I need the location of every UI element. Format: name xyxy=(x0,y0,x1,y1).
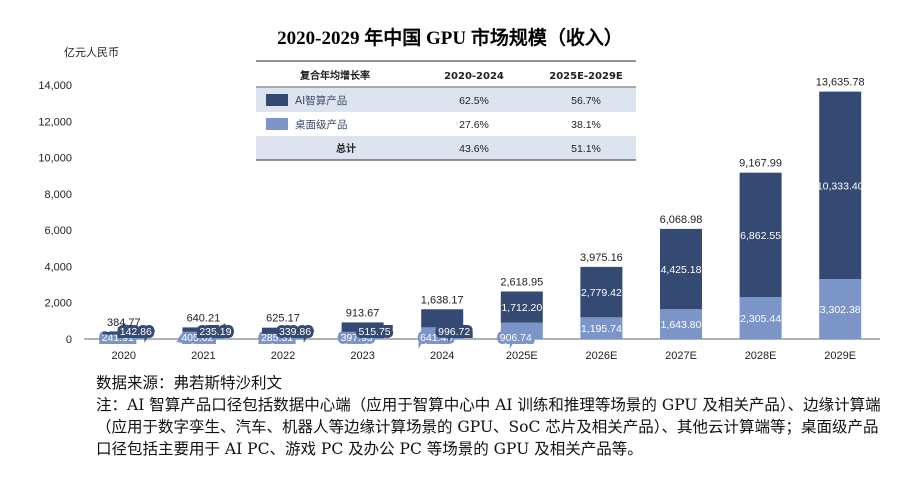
table-row-desktop-col2: 38.1% xyxy=(571,119,601,131)
table-row-ai-label: AI智算产品 xyxy=(295,94,347,107)
bar-desktop-label: 3,302.38 xyxy=(820,304,861,316)
table-row-ai-swatch xyxy=(266,94,288,106)
bar-ai xyxy=(739,172,782,298)
bar-ai-label: 10,333.40 xyxy=(817,180,864,192)
bar-total-label: 913.67 xyxy=(346,307,380,319)
x-tick-label: 2028E xyxy=(745,350,777,362)
bar-desktop-label: 1,643.80 xyxy=(661,319,702,331)
bar-ai-label: 2,779.42 xyxy=(581,287,622,299)
bar-desktop-label: 906.74 xyxy=(500,332,532,344)
table-header-col2: 2025E-2029E xyxy=(549,71,623,82)
x-tick-label: 2022 xyxy=(271,350,295,362)
y-tick-label: 14,000 xyxy=(38,80,72,92)
bar-ai-label: 4,425.18 xyxy=(661,264,702,276)
y-tick-label: 10,000 xyxy=(38,153,72,165)
bar-total-label: 2,618.95 xyxy=(500,276,543,288)
footnote-text: 注：AI 智算产品口径包括数据中心端（应用于智算中心中 AI 训练和推理等场景的… xyxy=(96,396,881,458)
bars-group: 241.91142.86384.772020405.02235.19640.21… xyxy=(99,77,865,362)
x-tick-label: 2027E xyxy=(665,350,697,362)
bar-ai-label: 235.19 xyxy=(199,326,231,338)
bar-total-label: 625.17 xyxy=(266,313,300,325)
y-tick-label: 4,000 xyxy=(44,261,72,273)
bar-ai-label: 515.75 xyxy=(359,326,391,338)
bar-desktop-label: 2,305.44 xyxy=(740,313,781,325)
bar-desktop xyxy=(580,317,623,339)
bar-ai xyxy=(102,332,145,335)
bar-ai-label: 996.72 xyxy=(438,326,470,338)
bar-ai-label: 6,862.55 xyxy=(740,230,781,242)
table-row-ai-col2: 56.7% xyxy=(571,95,601,107)
bar-ai xyxy=(421,309,464,328)
table-row-total-bg xyxy=(256,136,636,160)
x-tick-label: 2029E xyxy=(824,350,856,362)
bar-ai xyxy=(500,291,543,323)
table-row-desktop-col1: 27.6% xyxy=(459,119,489,131)
y-tick-label: 8,000 xyxy=(44,189,72,201)
bar-ai-label: 339.86 xyxy=(279,326,311,338)
bar-desktop-label: 405.02 xyxy=(181,332,213,344)
data-source: 数据来源：弗若斯特沙利文 xyxy=(96,374,283,392)
x-tick-label: 2023 xyxy=(350,350,374,362)
table-row-total-label: 总计 xyxy=(336,142,356,155)
bar-ai xyxy=(580,266,623,318)
gpu-market-chart: 2020-2029 年中国 GPU 市场规模（收入） 亿元人民币 0 2,000 4… xyxy=(38,26,880,362)
bar-ai xyxy=(182,327,225,332)
x-tick-label: 2025E xyxy=(506,350,538,362)
chart-title: 2020-2029 年中国 GPU 市场规模（收入） xyxy=(277,26,623,49)
bar-total-label: 9,167.99 xyxy=(739,158,782,170)
x-tick-label: 2020 xyxy=(112,350,136,362)
table-row-total-col1: 43.6% xyxy=(459,143,489,155)
bar-desktop xyxy=(660,309,702,339)
bar-desktop xyxy=(421,327,464,339)
y-tick-label: 6,000 xyxy=(44,225,72,237)
table-row-desktop-swatch xyxy=(266,118,288,130)
bar-total-label: 3,975.16 xyxy=(580,252,623,264)
bar-ai xyxy=(819,91,862,280)
y-tick-label: 0 xyxy=(66,334,72,346)
bar-desktop xyxy=(182,331,225,339)
table-row-ai-col1: 62.5% xyxy=(459,95,489,107)
bar-desktop xyxy=(819,279,862,339)
bar-ai xyxy=(341,322,384,332)
bar-desktop xyxy=(341,331,384,339)
x-tick-label: 2021 xyxy=(191,350,215,362)
bar-total-label: 384.77 xyxy=(107,317,141,329)
bar-ai-label: 1,712.20 xyxy=(501,302,542,314)
y-tick-label: 12,000 xyxy=(38,116,72,128)
bar-desktop-label: 1,195.74 xyxy=(581,323,622,335)
bar-ai xyxy=(262,327,304,334)
cagr-table: 复合年均增长率 2020-2024 2025E-2029E AI智算产品 62.… xyxy=(256,60,636,161)
bar-desktop xyxy=(102,334,145,339)
y-axis-unit: 亿元人民币 xyxy=(64,46,119,59)
table-row-ai-bg xyxy=(256,88,636,112)
bar-desktop xyxy=(739,297,782,339)
bar-ai-label: 142.86 xyxy=(120,326,152,338)
table-row-desktop-label: 桌面级产品 xyxy=(295,118,348,131)
notes-block: 数据来源：弗若斯特沙利文 注：AI 智算产品口径包括数据中心端（应用于智算中心中… xyxy=(96,372,886,460)
y-tick-label: 2,000 xyxy=(44,298,72,310)
table-row-total-col2: 51.1% xyxy=(571,143,601,155)
bar-desktop xyxy=(500,322,543,339)
x-tick-label: 2026E xyxy=(585,350,617,362)
bar-total-label: 640.21 xyxy=(187,312,221,324)
bar-desktop xyxy=(262,333,304,339)
x-tick-label: 2024 xyxy=(430,350,454,362)
table-header-label: 复合年均增长率 xyxy=(299,69,370,82)
bar-desktop-label: 397.93 xyxy=(341,332,373,344)
y-axis: 0 2,000 4,000 6,000 8,000 10,000 12,000 14,000 xyxy=(38,80,72,346)
footnote: 注：AI 智算产品口径包括数据中心端（应用于智算中心中 AI 训练和推理等场景的… xyxy=(58,394,886,460)
table-header-col1: 2020-2024 xyxy=(444,71,504,82)
bar-ai xyxy=(660,228,702,310)
bar-total-label: 6,068.98 xyxy=(660,214,703,226)
bar-desktop-label: 641.45 xyxy=(420,332,452,344)
bar-total-label: 13,635.78 xyxy=(816,77,865,89)
bar-total-label: 1,638.17 xyxy=(421,294,464,306)
